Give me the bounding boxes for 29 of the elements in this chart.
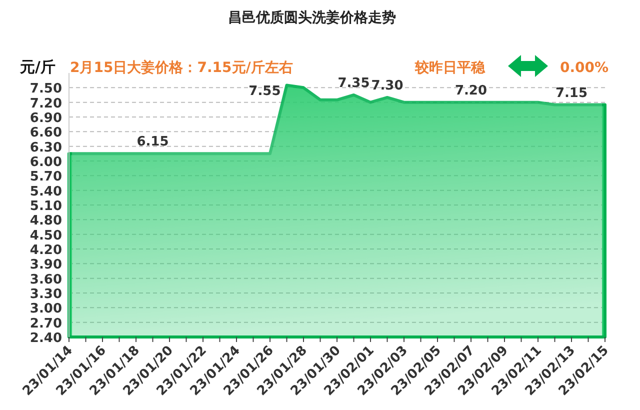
y-tick-label: 7.50: [30, 82, 62, 97]
data-label: 6.15: [136, 134, 169, 150]
y-tick-label: 5.40: [30, 184, 62, 200]
y-tick-label: 6.90: [30, 111, 62, 126]
y-axis-title: 元/斤: [19, 58, 56, 76]
data-label: 7.35: [338, 76, 370, 91]
y-tick-label: 6.60: [30, 126, 62, 141]
y-tick-label: 2.70: [30, 316, 62, 332]
y-tick-label: 6.30: [30, 140, 62, 156]
y-tick-label: 5.10: [30, 199, 62, 214]
y-tick-label: 4.50: [30, 228, 62, 244]
chart-subtitle: 2月15日大姜价格：7.15元/斤左右: [70, 59, 293, 76]
chart-title: 昌邑优质圆头洗姜价格走势: [228, 9, 396, 26]
y-tick-label: 2.40: [30, 331, 62, 346]
y-tick-label: 3.60: [30, 272, 62, 288]
data-label: 7.15: [555, 86, 588, 101]
y-tick-label: 6.00: [30, 155, 62, 170]
y-tick-label: 3.00: [30, 302, 62, 317]
y-tick-label: 3.90: [30, 258, 62, 273]
annotation: 0.00%: [560, 60, 609, 76]
data-label: 7.30: [371, 78, 404, 94]
annotation: 较昨日平稳: [414, 60, 486, 76]
y-tick-label: 4.20: [30, 243, 62, 258]
y-tick-label: 5.70: [30, 170, 62, 185]
data-label: 7.20: [454, 83, 488, 98]
y-tick-label: 3.30: [30, 287, 62, 302]
y-tick-label: 7.20: [30, 96, 62, 112]
y-tick-label: 4.80: [30, 214, 62, 229]
data-label: 7.55: [248, 84, 281, 100]
